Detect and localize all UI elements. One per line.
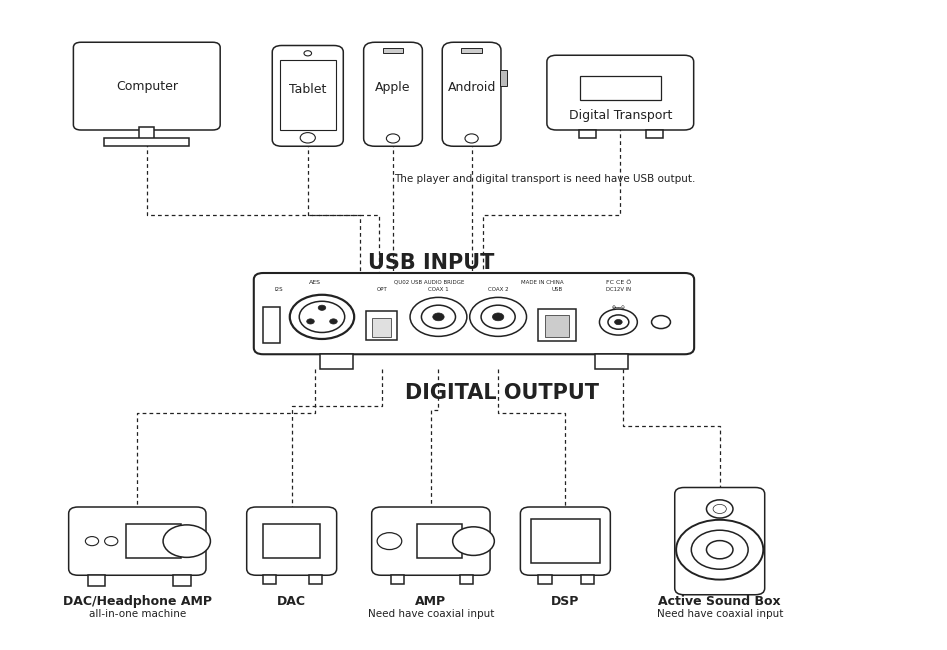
Bar	[280, 60, 336, 130]
Bar	[320, 354, 353, 369]
Text: Computer: Computer	[116, 80, 178, 92]
Text: OPT: OPT	[376, 287, 387, 292]
Circle shape	[304, 51, 312, 56]
FancyBboxPatch shape	[674, 488, 765, 595]
Text: The player and digital transport is need have USB output.: The player and digital transport is need…	[394, 174, 695, 184]
Circle shape	[691, 530, 748, 569]
Circle shape	[492, 313, 504, 320]
Bar	[581, 575, 595, 584]
FancyBboxPatch shape	[521, 507, 610, 575]
Text: Need have coaxial input: Need have coaxial input	[367, 609, 494, 619]
FancyBboxPatch shape	[273, 46, 344, 146]
Circle shape	[299, 301, 345, 332]
FancyBboxPatch shape	[547, 55, 693, 130]
Circle shape	[481, 305, 515, 328]
Text: ⊕──⊖: ⊕──⊖	[612, 305, 625, 310]
Circle shape	[652, 315, 670, 329]
Circle shape	[599, 309, 637, 335]
Text: FC CE Ö: FC CE Ö	[606, 280, 631, 285]
Circle shape	[433, 313, 444, 320]
Text: COAX 2: COAX 2	[488, 287, 509, 292]
Text: Digital Transport: Digital Transport	[568, 109, 672, 122]
Circle shape	[300, 133, 315, 143]
FancyBboxPatch shape	[254, 273, 694, 354]
Circle shape	[713, 504, 726, 514]
Circle shape	[453, 526, 494, 555]
FancyBboxPatch shape	[68, 507, 205, 575]
Text: DIGITAL OUTPUT: DIGITAL OUTPUT	[405, 384, 599, 403]
Circle shape	[163, 525, 210, 558]
Text: MADE IN CHINA: MADE IN CHINA	[521, 280, 564, 285]
Bar	[460, 575, 474, 584]
Bar	[263, 524, 320, 558]
Text: Need have coaxial input: Need have coaxial input	[656, 609, 783, 619]
Text: DAC: DAC	[277, 595, 306, 608]
Text: USB: USB	[551, 287, 563, 292]
Text: COAX 1: COAX 1	[428, 287, 449, 292]
Bar	[545, 315, 569, 337]
FancyBboxPatch shape	[371, 507, 491, 575]
Bar	[580, 130, 597, 138]
Circle shape	[85, 537, 98, 546]
Bar	[500, 70, 507, 86]
Bar	[595, 354, 628, 369]
Circle shape	[470, 297, 527, 337]
Text: I2S: I2S	[274, 287, 283, 292]
Bar	[417, 524, 462, 558]
Text: Tablet: Tablet	[289, 83, 327, 96]
Text: Active Sound Box: Active Sound Box	[658, 595, 781, 608]
Text: all-in-one machine: all-in-one machine	[89, 609, 186, 619]
Bar	[173, 575, 190, 586]
Circle shape	[104, 537, 117, 546]
Circle shape	[377, 533, 402, 550]
Text: QU02 USB AUDIO BRIDGE: QU02 USB AUDIO BRIDGE	[394, 280, 464, 285]
Bar	[366, 311, 397, 340]
FancyBboxPatch shape	[246, 507, 337, 575]
Circle shape	[290, 294, 354, 339]
Text: DSP: DSP	[551, 595, 580, 608]
FancyBboxPatch shape	[74, 42, 220, 130]
Circle shape	[706, 541, 733, 559]
Bar	[139, 127, 154, 140]
Bar	[580, 76, 661, 100]
Bar	[383, 48, 403, 53]
Text: DC12V IN: DC12V IN	[606, 287, 631, 292]
Bar	[126, 524, 181, 558]
FancyBboxPatch shape	[364, 42, 422, 146]
FancyBboxPatch shape	[442, 42, 501, 146]
Circle shape	[386, 134, 400, 143]
Bar	[531, 519, 599, 563]
Circle shape	[421, 305, 456, 328]
Circle shape	[410, 297, 467, 337]
Circle shape	[318, 305, 326, 310]
Circle shape	[330, 318, 337, 324]
Bar	[88, 575, 105, 586]
Text: DAC/Headphone AMP: DAC/Headphone AMP	[63, 595, 212, 608]
Circle shape	[608, 315, 629, 329]
Text: AMP: AMP	[416, 595, 446, 608]
Text: USB INPUT: USB INPUT	[367, 254, 494, 273]
Bar	[309, 575, 322, 584]
Text: Apple: Apple	[375, 81, 411, 94]
Circle shape	[676, 520, 763, 580]
Circle shape	[615, 319, 622, 325]
Bar	[461, 48, 482, 53]
Bar	[263, 575, 277, 584]
Text: AES: AES	[310, 280, 321, 285]
Bar	[372, 318, 391, 337]
Bar	[391, 575, 404, 584]
Bar	[538, 309, 576, 341]
Bar	[646, 130, 663, 138]
Circle shape	[706, 500, 733, 518]
Bar	[263, 307, 280, 343]
Bar	[538, 575, 551, 584]
Circle shape	[465, 134, 478, 143]
Bar	[104, 138, 189, 146]
Circle shape	[307, 318, 314, 324]
Text: Android: Android	[447, 81, 496, 94]
